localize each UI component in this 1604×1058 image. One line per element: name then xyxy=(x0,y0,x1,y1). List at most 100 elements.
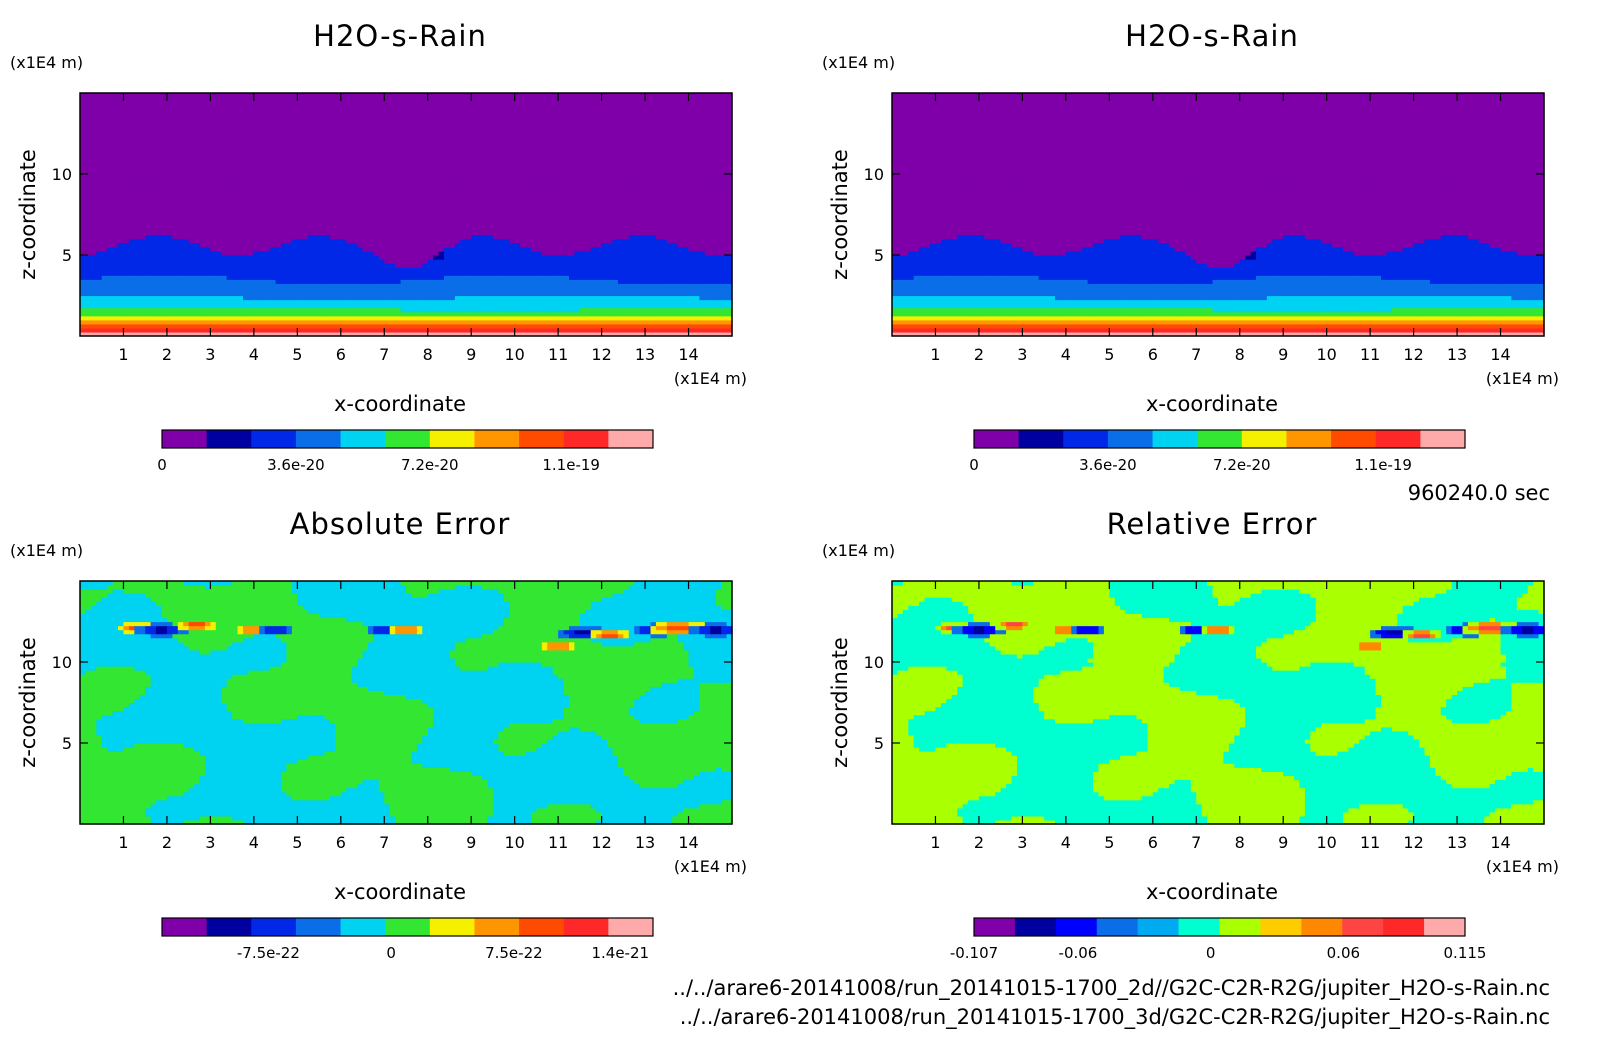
field-cell xyxy=(118,174,124,179)
field-cell xyxy=(145,300,151,305)
field-cell xyxy=(145,194,151,199)
field-cell xyxy=(194,231,200,236)
field-cell xyxy=(232,263,238,268)
field-cell xyxy=(96,251,102,256)
field-cell xyxy=(113,316,119,321)
field-cell xyxy=(123,247,129,252)
field-cell xyxy=(113,113,119,118)
field-cell xyxy=(172,227,178,232)
field-cell xyxy=(216,174,222,179)
field-cell xyxy=(129,291,135,296)
field-cell xyxy=(189,312,195,317)
field-cell xyxy=(248,275,254,280)
field-cell xyxy=(183,267,189,272)
field-cell xyxy=(178,263,184,268)
field-cell xyxy=(80,291,86,296)
field-cell xyxy=(238,251,244,256)
field-cell xyxy=(123,300,129,305)
field-cell xyxy=(248,287,254,292)
field-cell xyxy=(200,263,206,268)
field-cell xyxy=(189,186,195,191)
field-cell xyxy=(162,162,168,167)
field-cell xyxy=(118,279,124,284)
field-cell xyxy=(134,239,140,244)
field-cell xyxy=(172,162,178,167)
field-cell xyxy=(167,129,173,134)
field-cell xyxy=(129,134,135,139)
field-cell xyxy=(194,308,200,313)
field-cell xyxy=(85,267,91,272)
field-cell xyxy=(178,239,184,244)
field-cell xyxy=(96,150,102,155)
field-cell xyxy=(107,271,113,276)
field-cell xyxy=(123,235,129,240)
field-cell xyxy=(232,186,238,191)
field-cell xyxy=(248,206,254,211)
field-cell xyxy=(200,117,206,122)
field-cell xyxy=(221,231,227,236)
field-cell xyxy=(134,312,140,317)
field-cell xyxy=(189,304,195,309)
field-cell xyxy=(91,186,97,191)
field-cell xyxy=(85,117,91,122)
field-cell xyxy=(205,194,211,199)
field-cell xyxy=(156,146,162,151)
field-cell xyxy=(238,235,244,240)
field-cell xyxy=(183,186,189,191)
field-cell xyxy=(156,117,162,122)
field-cell xyxy=(162,206,168,211)
field-cell xyxy=(80,320,86,325)
field-cell xyxy=(205,300,211,305)
field-cell xyxy=(96,291,102,296)
field-cell xyxy=(145,215,151,220)
field-cell xyxy=(151,283,157,288)
field-cell xyxy=(102,287,108,292)
field-cell xyxy=(91,158,97,163)
field-cell xyxy=(102,105,108,110)
field-cell xyxy=(210,105,216,110)
field-cell xyxy=(205,166,211,171)
field-cell xyxy=(205,247,211,252)
field-cell xyxy=(216,134,222,139)
field-cell xyxy=(232,259,238,264)
field-cell xyxy=(200,162,206,167)
field-cell xyxy=(162,231,168,236)
field-cell xyxy=(167,304,173,309)
field-cell xyxy=(216,235,222,240)
field-cell xyxy=(129,146,135,151)
field-cell xyxy=(113,166,119,171)
field-cell xyxy=(172,178,178,183)
field-cell xyxy=(85,146,91,151)
field-cell xyxy=(194,215,200,220)
field-cell xyxy=(200,198,206,203)
field-cell xyxy=(80,101,86,106)
field-cell xyxy=(91,231,97,236)
field-cell xyxy=(227,97,233,102)
field-cell xyxy=(172,105,178,110)
field-cell xyxy=(134,320,140,325)
field-cell xyxy=(91,134,97,139)
field-cell xyxy=(85,304,91,309)
field-cell xyxy=(107,138,113,143)
field-cell xyxy=(123,182,129,187)
field-cell xyxy=(145,174,151,179)
field-cell xyxy=(145,109,151,114)
field-cell xyxy=(172,267,178,272)
field-cell xyxy=(91,150,97,155)
field-cell xyxy=(200,279,206,284)
field-cell xyxy=(210,113,216,118)
field-cell xyxy=(113,174,119,179)
field-cell xyxy=(221,121,227,126)
field-cell xyxy=(129,202,135,207)
field-cell xyxy=(91,125,97,130)
field-cell xyxy=(129,251,135,256)
field-cell xyxy=(200,235,206,240)
field-cell xyxy=(194,117,200,122)
field-cell xyxy=(227,223,233,228)
field-cell xyxy=(243,320,249,325)
field-cell xyxy=(167,146,173,151)
field-cell xyxy=(194,312,200,317)
field-cell xyxy=(227,255,233,260)
field-cell xyxy=(205,182,211,187)
field-cell xyxy=(107,287,113,292)
